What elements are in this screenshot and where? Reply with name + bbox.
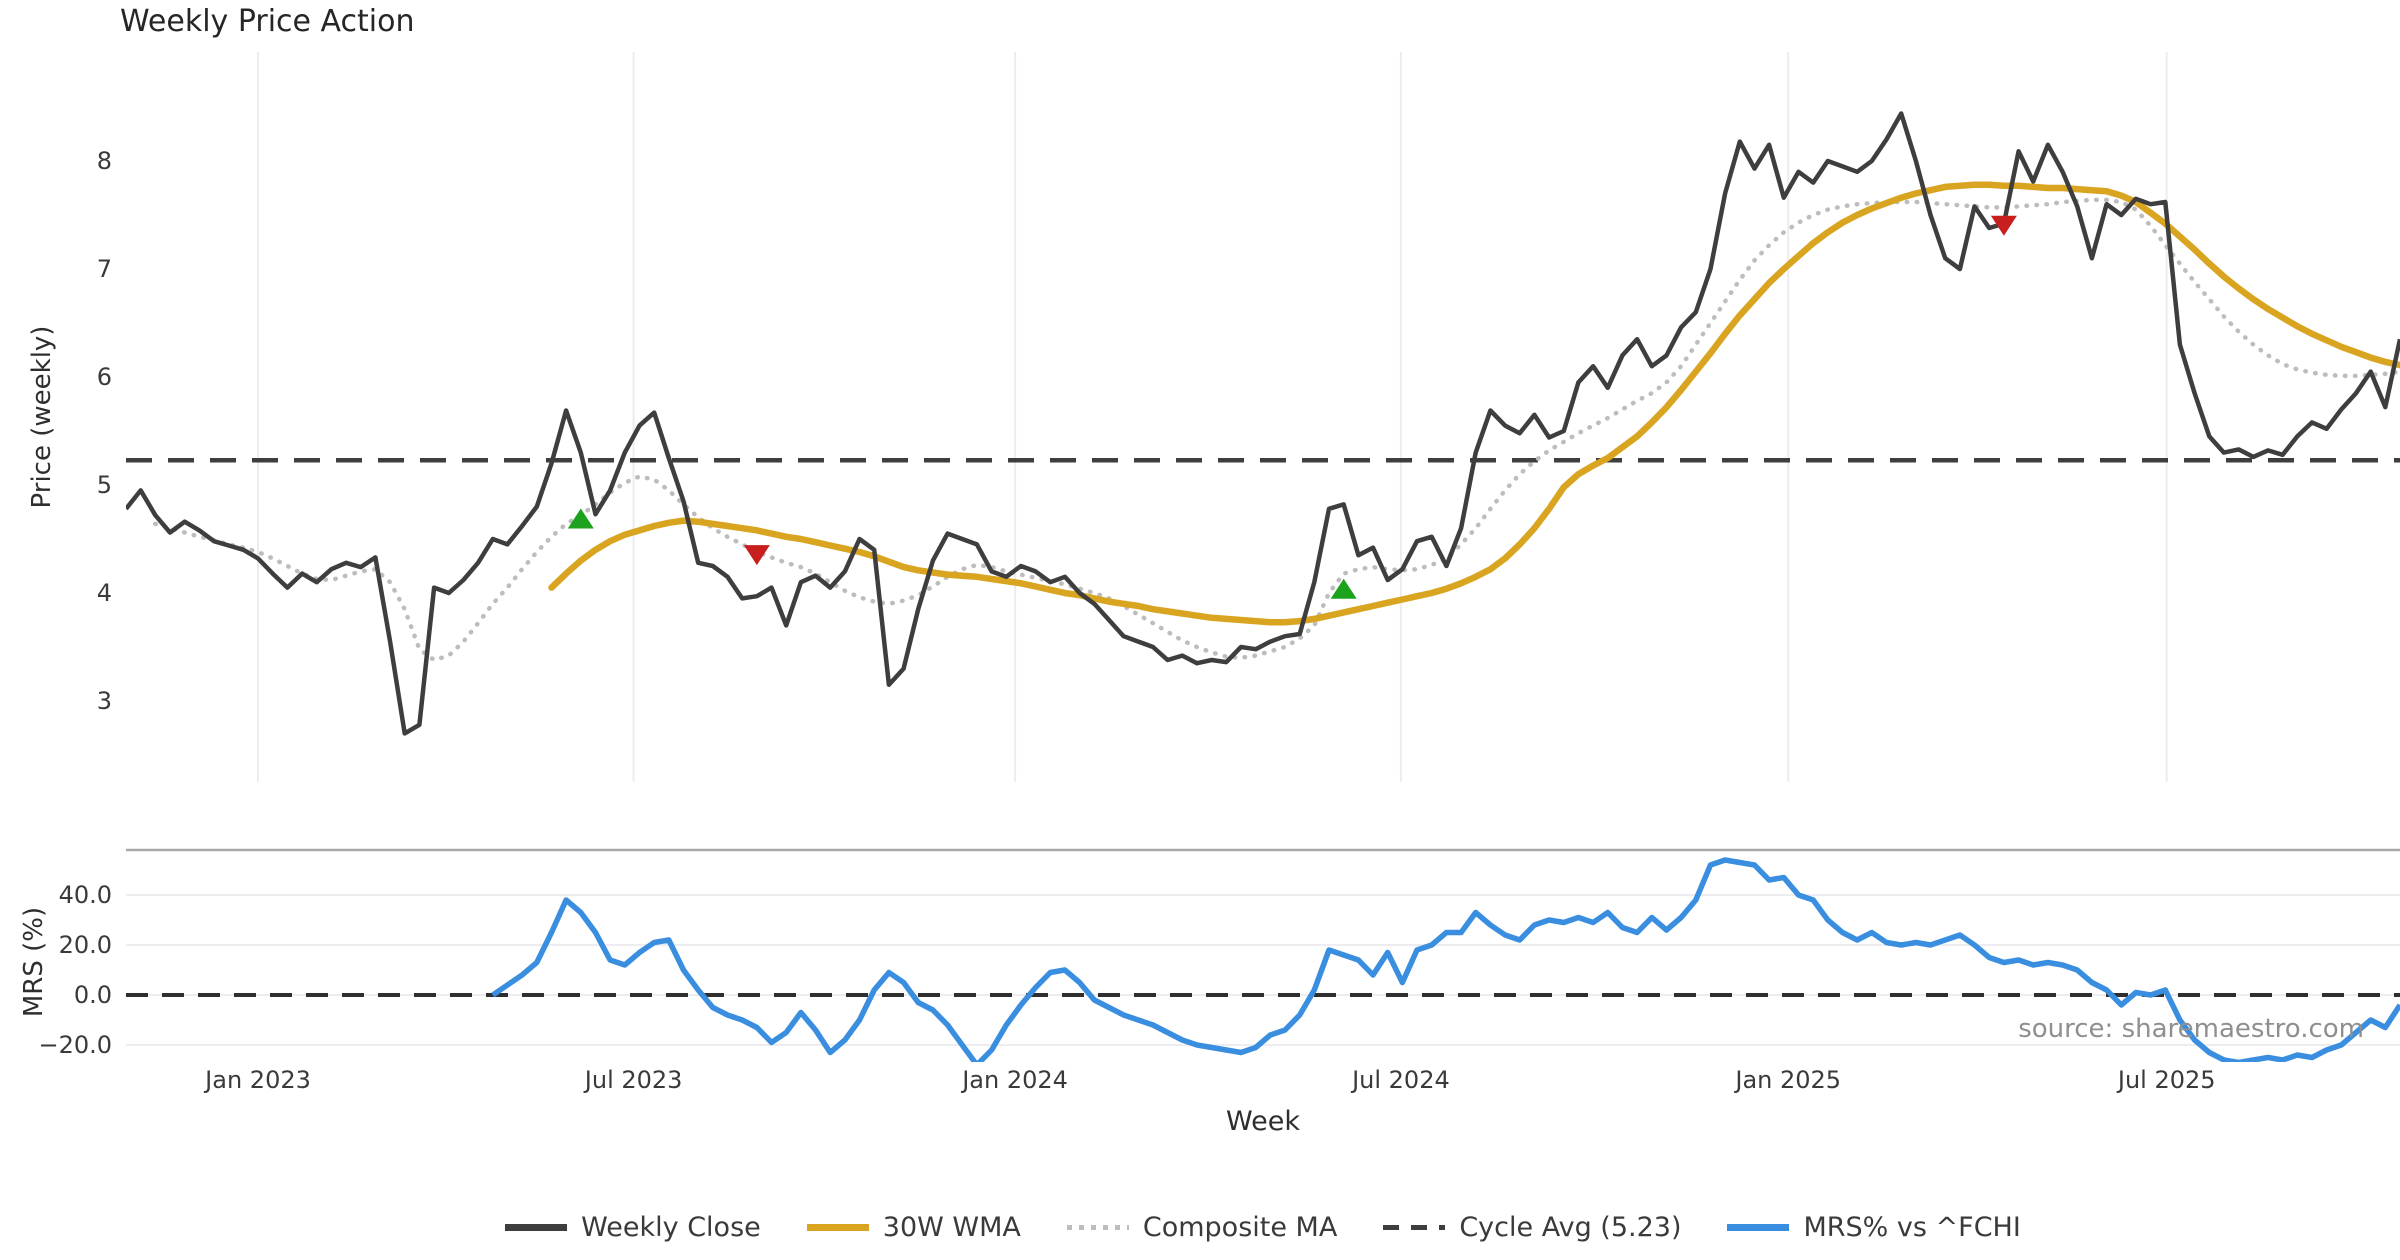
xtick-jul-2025: Jul 2025: [2117, 1066, 2216, 1094]
xtick-jan-2024: Jan 2024: [962, 1066, 1068, 1094]
mrs-line: [491, 857, 2400, 1062]
xtick-jan-2025: Jan 2025: [1735, 1066, 1842, 1094]
legend-item-weekly-close: Weekly Close: [505, 1212, 761, 1243]
legend-label: Weekly Close: [581, 1211, 761, 1243]
sell-signal-marker: [1990, 215, 2017, 236]
legend-label: Cycle Avg (5.23): [1459, 1211, 1682, 1243]
buy-signal-marker: [567, 508, 594, 529]
legend-item-composite-ma: Composite MA: [1066, 1211, 1338, 1243]
price-ytick: 8: [96, 147, 112, 175]
weekly-close-swatch-icon: [505, 1223, 568, 1231]
price-ytick: 3: [96, 687, 112, 715]
xtick-jul-2024: Jul 2024: [1352, 1066, 1450, 1094]
legend-item-cycle-avg: Cycle Avg (5.23): [1383, 1212, 1681, 1243]
mrs-ytick: −20.0: [38, 1031, 112, 1059]
mrs-swatch-icon: [1727, 1223, 1790, 1231]
composite-ma-line: [153, 197, 2400, 663]
buy-signal-marker: [1330, 578, 1357, 599]
price-ytick: 5: [96, 471, 112, 499]
cycle-avg-swatch-icon: [1383, 1224, 1446, 1230]
price-ytick: 6: [96, 363, 112, 391]
mrs-ytick: 40.0: [58, 881, 112, 909]
mrs-ytick: 20.0: [58, 931, 112, 959]
wma-line: [548, 181, 2400, 626]
weekly-close-line: [126, 111, 2400, 736]
price-ytick: 7: [96, 255, 112, 283]
legend-item-mrs: MRS% vs ^FCHI: [1727, 1211, 2021, 1243]
x-axis-label: Week: [1226, 1106, 1300, 1137]
xtick-jul-2023: Jul 2023: [584, 1066, 683, 1094]
mrs-ytick: 0.0: [73, 981, 112, 1009]
chart-legend: Weekly Close 30W WMA Composite MA Cycle …: [126, 1204, 2400, 1250]
legend-item-30w-wma: 30W WMA: [806, 1211, 1021, 1243]
price-axis-label: Price (weekly): [27, 325, 57, 509]
composite-ma-swatch-icon: [1066, 1224, 1129, 1230]
legend-label: MRS% vs ^FCHI: [1803, 1211, 2021, 1243]
mrs-axis-label: MRS (%): [19, 906, 49, 1018]
source-attribution: source: sharemaestro.com: [2018, 1014, 2364, 1044]
legend-label: Composite MA: [1142, 1211, 1338, 1243]
wma-swatch-icon: [806, 1223, 869, 1231]
price-ytick: 4: [96, 579, 112, 607]
chart-title: Weekly Price Action: [120, 4, 415, 39]
xtick-jan-2023: Jan 2023: [205, 1066, 311, 1094]
sell-signal-marker: [743, 545, 770, 566]
legend-label: 30W WMA: [882, 1211, 1021, 1243]
